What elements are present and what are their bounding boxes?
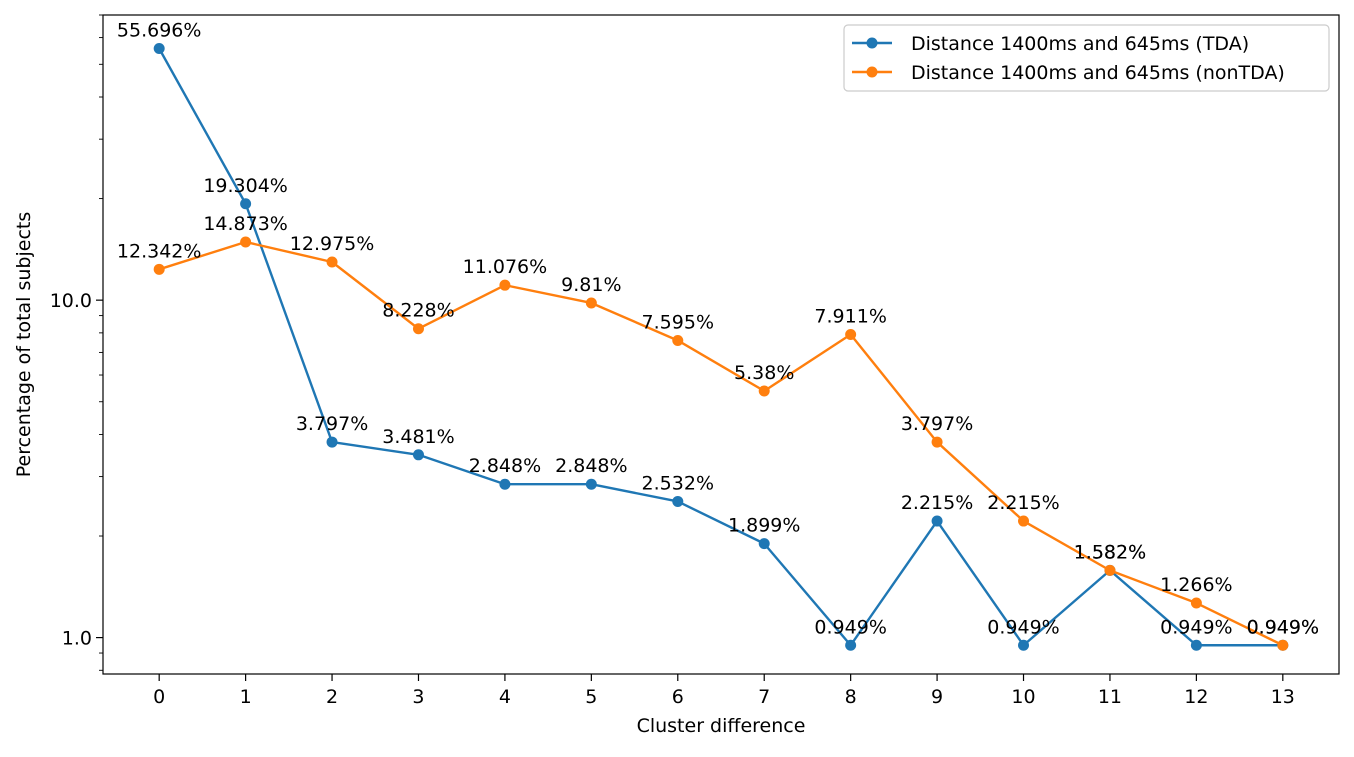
data-label-0-7: 1.899% xyxy=(728,515,800,537)
data-label-1-7: 5.38% xyxy=(734,362,794,384)
data-label-1-3: 8.228% xyxy=(382,300,454,322)
data-point-0-10 xyxy=(1018,639,1030,651)
x-tick-label-4: 4 xyxy=(499,686,511,708)
data-point-1-5 xyxy=(585,297,597,309)
data-label-1-5: 9.81% xyxy=(561,274,621,296)
x-tick-label-12: 12 xyxy=(1184,686,1208,708)
data-label-0-12: 0.949% xyxy=(1160,616,1232,638)
legend-box xyxy=(843,24,1330,92)
data-point-1-3 xyxy=(412,323,424,335)
legend-marker-1 xyxy=(866,66,878,78)
data-point-1-12 xyxy=(1190,597,1202,609)
x-axis-label: Cluster difference xyxy=(637,715,806,737)
data-label-1-9: 3.797% xyxy=(901,413,973,435)
data-point-1-10 xyxy=(1018,515,1030,527)
data-label-0-10: 0.949% xyxy=(987,616,1059,638)
series-line-1 xyxy=(158,240,1284,647)
data-point-0-3 xyxy=(412,449,424,461)
y-axis-label: Percentage of total subjects xyxy=(13,212,35,478)
data-point-0-6 xyxy=(672,495,684,507)
data-point-0-8 xyxy=(845,639,857,651)
data-point-1-0 xyxy=(153,263,165,275)
x-tick-label-7: 7 xyxy=(758,686,770,708)
data-point-1-11 xyxy=(1104,564,1116,576)
data-point-1-4 xyxy=(499,279,511,291)
x-tick-label-0: 0 xyxy=(153,686,165,708)
x-tick-label-10: 10 xyxy=(1011,686,1035,708)
legend-marker-0 xyxy=(866,37,878,49)
data-label-1-1: 14.873% xyxy=(203,213,288,235)
legend: Distance 1400ms and 645ms (TDA) Distance … xyxy=(843,24,1330,92)
data-point-0-5 xyxy=(585,478,597,490)
data-point-0-0 xyxy=(153,42,165,54)
x-tick-label-11: 11 xyxy=(1098,686,1122,708)
data-point-1-7 xyxy=(758,385,770,397)
data-label-0-5: 2.848% xyxy=(555,455,627,477)
data-label-0-0: 55.696% xyxy=(117,19,202,41)
x-tick-label-6: 6 xyxy=(672,686,684,708)
data-point-0-7 xyxy=(758,538,770,550)
data-label-1-13: 0.949% xyxy=(1247,616,1319,638)
data-label-0-13: 0.949% xyxy=(1247,616,1319,638)
legend-label-0: Distance 1400ms and 645ms (TDA) xyxy=(911,33,1249,55)
data-label-1-4: 11.076% xyxy=(463,256,548,278)
data-point-1-6 xyxy=(672,334,684,346)
data-point-0-4 xyxy=(499,478,511,490)
data-point-1-1 xyxy=(240,236,252,248)
data-label-0-9: 2.215% xyxy=(901,492,973,514)
data-label-1-8: 7.911% xyxy=(814,306,886,328)
data-label-0-3: 3.481% xyxy=(382,426,454,448)
data-label-0-4: 2.848% xyxy=(469,455,541,477)
data-label-1-2: 12.975% xyxy=(290,233,375,255)
data-label-0-11: 1.582% xyxy=(1074,541,1146,563)
data-point-0-9 xyxy=(931,515,943,527)
data-label-0-1: 19.304% xyxy=(203,175,288,197)
x-tick-label-8: 8 xyxy=(845,686,857,708)
x-tick-label-5: 5 xyxy=(585,686,597,708)
y-tick-label-1: 10.0 xyxy=(50,290,92,312)
data-point-1-13 xyxy=(1277,639,1289,651)
x-tick-label-3: 3 xyxy=(412,686,424,708)
legend-label-1: Distance 1400ms and 645ms (nonTDA) xyxy=(911,62,1285,84)
data-point-1-9 xyxy=(931,436,943,448)
data-point-0-1 xyxy=(240,198,252,210)
data-label-0-6: 2.532% xyxy=(642,472,714,494)
data-point-0-12 xyxy=(1190,639,1202,651)
data-label-0-8: 0.949% xyxy=(814,616,886,638)
x-tick-label-13: 13 xyxy=(1271,686,1295,708)
series-line-0 xyxy=(158,47,1283,647)
data-label-0-2: 3.797% xyxy=(296,413,368,435)
series-layer xyxy=(153,42,1289,651)
x-tick-label-2: 2 xyxy=(326,686,338,708)
data-label-1-12: 1.266% xyxy=(1160,574,1232,596)
y-tick-label-0: 1.0 xyxy=(62,628,92,650)
data-label-1-10: 2.215% xyxy=(987,492,1059,514)
data-point-1-2 xyxy=(326,256,338,268)
data-point-0-2 xyxy=(326,436,338,448)
data-label-1-11: 1.582% xyxy=(1074,541,1146,563)
data-label-1-6: 7.595% xyxy=(642,311,714,333)
data-label-1-0: 12.342% xyxy=(117,240,202,262)
x-tick-label-1: 1 xyxy=(240,686,252,708)
data-point-1-8 xyxy=(845,329,857,341)
x-tick-label-9: 9 xyxy=(931,686,943,708)
data-label-layer: 55.696% 19.304% 3.797% 3.481% 2.848% 2.848% 2.… xyxy=(117,19,1319,638)
axes-layer: 0 1 2 3 4 5 6 7 8 9 10 11 12 131.010.0 xyxy=(50,14,1340,708)
plot-frame xyxy=(102,14,1340,675)
